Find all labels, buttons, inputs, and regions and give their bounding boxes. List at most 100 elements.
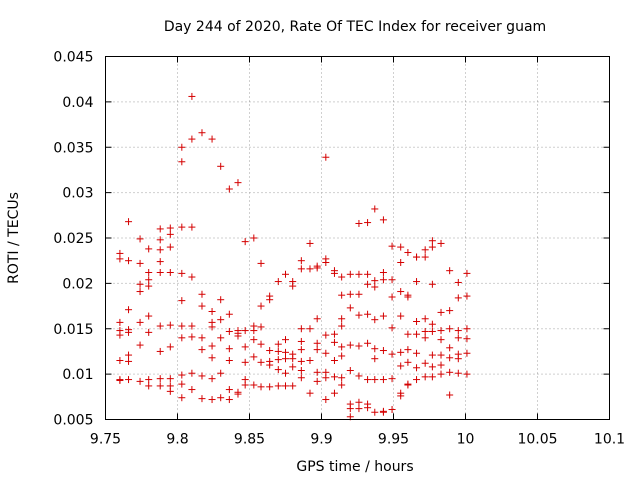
data-point	[297, 337, 305, 345]
data-point	[413, 349, 421, 357]
data-point	[136, 280, 144, 288]
data-point	[297, 257, 305, 265]
x-tick-label: 10	[457, 432, 475, 448]
data-point	[274, 356, 282, 364]
data-point	[371, 205, 379, 213]
data-point	[178, 380, 186, 388]
data-point	[397, 312, 405, 320]
data-point	[188, 333, 196, 341]
data-point	[437, 370, 445, 378]
data-point	[421, 334, 429, 342]
data-point	[446, 307, 454, 315]
data-point	[313, 377, 321, 385]
data-point	[313, 315, 321, 323]
data-point	[188, 322, 196, 330]
y-tick-labels: 0.005 0.01 0.015 0.02 0.025 0.03 0.035 0.04 0.04…	[53, 50, 93, 429]
x-tick-label: 9.85	[234, 432, 265, 448]
data-point	[454, 355, 462, 363]
data-point	[225, 396, 233, 404]
data-point	[397, 362, 405, 370]
x-tick-labels: 9.75 9.8 9.85 9.9 9.95 10 10.05 10.1	[90, 432, 625, 448]
data-point	[188, 223, 196, 231]
data-point	[330, 330, 338, 338]
data-point	[266, 383, 274, 391]
data-point	[428, 351, 436, 359]
data-point	[421, 253, 429, 261]
data-point	[322, 259, 330, 267]
data-point	[371, 376, 379, 384]
data-point	[125, 218, 133, 226]
data-point	[437, 351, 445, 359]
data-point	[225, 357, 233, 365]
data-point	[178, 269, 186, 277]
data-point	[346, 304, 354, 312]
data-point	[156, 382, 164, 390]
data-point	[125, 376, 133, 384]
data-point	[289, 282, 297, 290]
data-point	[463, 325, 471, 333]
data-point	[225, 345, 233, 353]
x-tick-label: 10.1	[594, 432, 625, 448]
data-point	[208, 323, 216, 331]
data-point	[338, 343, 346, 351]
data-point	[371, 408, 379, 416]
data-point	[145, 268, 153, 276]
data-point	[274, 347, 282, 355]
x-tick-label: 9.8	[166, 432, 188, 448]
data-point	[188, 386, 196, 394]
data-point	[297, 325, 305, 333]
data-point	[208, 308, 216, 316]
data-point	[379, 347, 387, 355]
data-point	[322, 396, 330, 404]
data-point	[178, 371, 186, 379]
data-point	[413, 253, 421, 261]
data-point	[188, 135, 196, 143]
data-point	[428, 280, 436, 288]
data-point	[330, 338, 338, 346]
data-point	[371, 316, 379, 324]
y-tick-label: 0.01	[62, 367, 93, 383]
data-point	[413, 364, 421, 372]
data-point	[198, 129, 206, 137]
data-point	[297, 346, 305, 354]
data-points	[116, 92, 471, 421]
data-point	[388, 293, 396, 301]
data-point	[257, 259, 265, 267]
data-point	[116, 318, 124, 326]
data-point	[364, 270, 372, 278]
data-point	[397, 243, 405, 251]
data-point	[198, 372, 206, 380]
data-point	[166, 387, 174, 395]
data-point	[413, 278, 421, 286]
data-point	[388, 242, 396, 250]
data-point	[454, 278, 462, 286]
data-point	[274, 340, 282, 348]
data-point	[198, 290, 206, 298]
data-point	[338, 273, 346, 281]
data-point	[388, 350, 396, 358]
data-point	[156, 258, 164, 266]
data-point	[156, 268, 164, 276]
data-point	[257, 302, 265, 310]
grid-lines	[105, 56, 610, 420]
data-point	[379, 276, 387, 284]
data-point	[225, 327, 233, 335]
data-point	[421, 246, 429, 254]
data-point	[306, 389, 314, 397]
data-point	[413, 376, 421, 384]
data-point	[454, 294, 462, 302]
data-point	[178, 394, 186, 402]
data-point	[355, 405, 363, 413]
data-point	[428, 373, 436, 381]
data-point	[379, 268, 387, 276]
data-point	[257, 340, 265, 348]
data-point	[428, 363, 436, 371]
data-point	[250, 381, 258, 389]
y-axis-label: ROTI / TECUs	[6, 192, 22, 284]
data-point	[404, 381, 412, 389]
data-point	[208, 396, 216, 404]
data-point	[463, 349, 471, 357]
data-point	[338, 352, 346, 360]
data-point	[297, 265, 305, 273]
data-point	[145, 276, 153, 284]
